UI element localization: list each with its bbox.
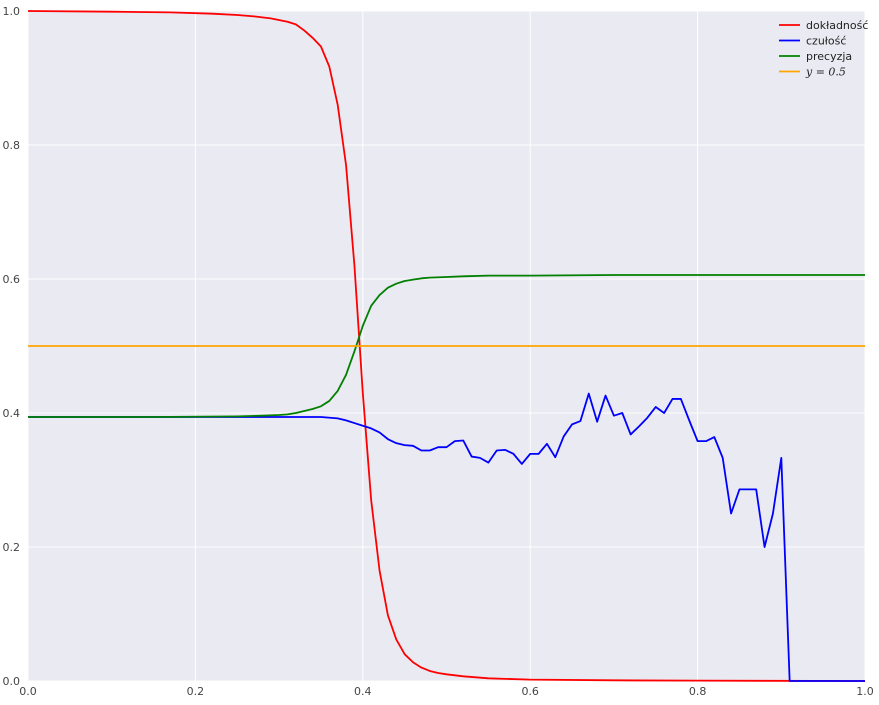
y-tick-label: 0.4 xyxy=(3,407,21,420)
x-tick-label: 0.2 xyxy=(187,685,205,698)
x-axis-ticks: 0.0 0.2 0.4 0.6 0.8 1.0 xyxy=(19,685,874,698)
x-tick-label: 0.8 xyxy=(689,685,707,698)
legend-label: dokładność xyxy=(806,19,868,32)
series-line-1 xyxy=(28,392,865,682)
x-tick-label: 1.0 xyxy=(856,685,874,698)
y-tick-label: 0.0 xyxy=(3,675,21,688)
legend: dokładność czułość precyzja y = 0.5 xyxy=(779,19,868,79)
series-line-2 xyxy=(28,274,865,418)
y-tick-label: 0.2 xyxy=(3,541,21,554)
y-tick-label: 1.0 xyxy=(3,5,21,18)
legend-label: y = 0.5 xyxy=(805,66,846,79)
y-axis-ticks: 0.0 0.2 0.4 0.6 0.8 1.0 xyxy=(3,5,21,688)
series-lines xyxy=(27,10,866,682)
x-tick-label: 0.0 xyxy=(19,685,37,698)
series-line-0 xyxy=(27,10,866,682)
legend-label: czułość xyxy=(806,35,846,48)
y-tick-label: 0.8 xyxy=(3,139,21,152)
legend-label: precyzja xyxy=(806,50,852,63)
y-tick-label: 0.6 xyxy=(3,273,21,286)
x-tick-label: 0.4 xyxy=(354,685,372,698)
x-tick-label: 0.6 xyxy=(521,685,539,698)
